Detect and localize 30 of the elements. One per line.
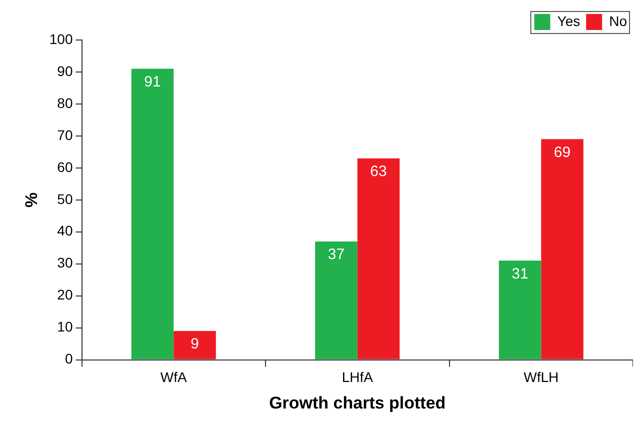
- bar: [174, 331, 216, 360]
- y-tick-label: 30: [57, 254, 73, 271]
- bar: [315, 241, 358, 360]
- data-label: 31: [512, 265, 528, 282]
- bar: [131, 68, 174, 360]
- bar: [541, 139, 584, 360]
- x-tick-label: WfA: [160, 369, 188, 386]
- data-label: 69: [554, 144, 571, 161]
- x-axis-title: Growth charts plotted: [269, 393, 446, 412]
- bar: [357, 158, 400, 360]
- y-tick-label: 70: [57, 126, 73, 143]
- y-tick-label: 50: [57, 190, 73, 207]
- legend-label: Yes: [557, 12, 580, 29]
- y-tick-label: 80: [57, 94, 73, 111]
- legend-label: No: [609, 12, 628, 29]
- data-label: 63: [370, 162, 387, 180]
- bar: [498, 260, 542, 360]
- data-label: 37: [328, 246, 345, 264]
- y-tick-label: 10: [57, 318, 73, 335]
- y-tick-label: 0: [64, 350, 73, 367]
- data-label: 9: [190, 336, 199, 353]
- y-axis-title: %: [22, 192, 41, 208]
- x-tick-label: LHfA: [342, 369, 374, 386]
- y-tick-label: 60: [57, 158, 73, 175]
- data-label: 91: [144, 73, 161, 90]
- y-tick-label: 100: [49, 30, 73, 47]
- x-tick-label: WfLH: [524, 369, 559, 386]
- y-tick-label: 20: [57, 286, 73, 303]
- y-tick-label: 90: [57, 62, 73, 79]
- y-tick-label: 40: [57, 222, 73, 239]
